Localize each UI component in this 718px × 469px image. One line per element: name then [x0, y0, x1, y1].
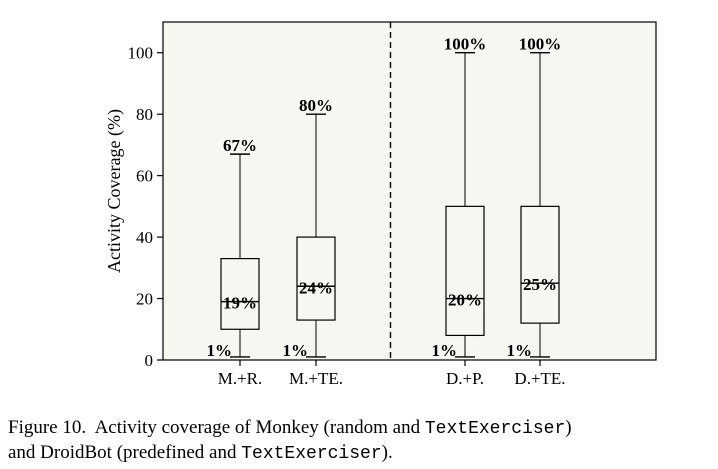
max-label: 80%	[299, 96, 333, 115]
box-4: 100% 25% 1% D.+TE.	[507, 35, 566, 388]
box-3: 100% 20% 1% D.+P.	[432, 35, 487, 388]
figure-caption: Figure 10. Activity coverage of Monkey (…	[8, 416, 714, 466]
y-tick-label: 0	[145, 351, 154, 370]
caption-code-2: TextExerciser	[241, 444, 382, 464]
caption-prefix: Figure 10.	[8, 417, 87, 438]
max-label: 100%	[519, 35, 562, 54]
max-label: 100%	[444, 35, 487, 54]
y-tick-label: 60	[136, 167, 153, 186]
caption-code-1: TextExerciser	[424, 419, 566, 439]
caption-end-2: ).	[381, 442, 393, 463]
x-tick-label: M.+R.	[218, 369, 263, 388]
iqr-box	[520, 205, 560, 324]
min-label: 1%	[432, 341, 458, 360]
box-plot-chart: 0 20 40 60 80 100 67% 19% 1% M.+R. 80% 24% 1% M.+TE.…	[104, 21, 657, 388]
x-tick-label: D.+TE.	[514, 369, 565, 388]
min-label: 1%	[283, 341, 309, 360]
box-1: 67% 19% 1% M.+R.	[207, 136, 263, 388]
box-2: 80% 24% 1% M.+TE.	[283, 96, 343, 388]
y-axis-label: Activity Coverage (%)	[104, 109, 125, 273]
caption-end-1: )	[565, 417, 572, 438]
min-label: 1%	[507, 341, 533, 360]
x-tick-label: D.+P.	[446, 369, 484, 388]
median-label: 24%	[299, 278, 333, 297]
y-tick-label: 100	[128, 44, 154, 63]
median-label: 19%	[223, 294, 257, 313]
caption-text-1: Activity coverage of Monkey (random and	[94, 417, 425, 438]
max-label: 67%	[223, 136, 257, 155]
y-tick-label: 20	[136, 290, 153, 309]
median-label: 20%	[448, 291, 482, 310]
iqr-box	[220, 258, 260, 330]
y-tick-label: 80	[136, 105, 153, 124]
iqr-box	[445, 205, 485, 337]
caption-line-1: Figure 10. Activity coverage of Monkey (…	[8, 416, 714, 441]
x-tick-label: M.+TE.	[289, 369, 343, 388]
min-label: 1%	[207, 341, 233, 360]
y-tick-label: 40	[136, 228, 153, 247]
caption-line-2: and DroidBot (predefined and TextExercis…	[8, 441, 714, 466]
iqr-box	[296, 236, 336, 321]
median-label: 25%	[523, 275, 557, 294]
caption-text-2: and DroidBot (predefined and	[8, 442, 242, 463]
